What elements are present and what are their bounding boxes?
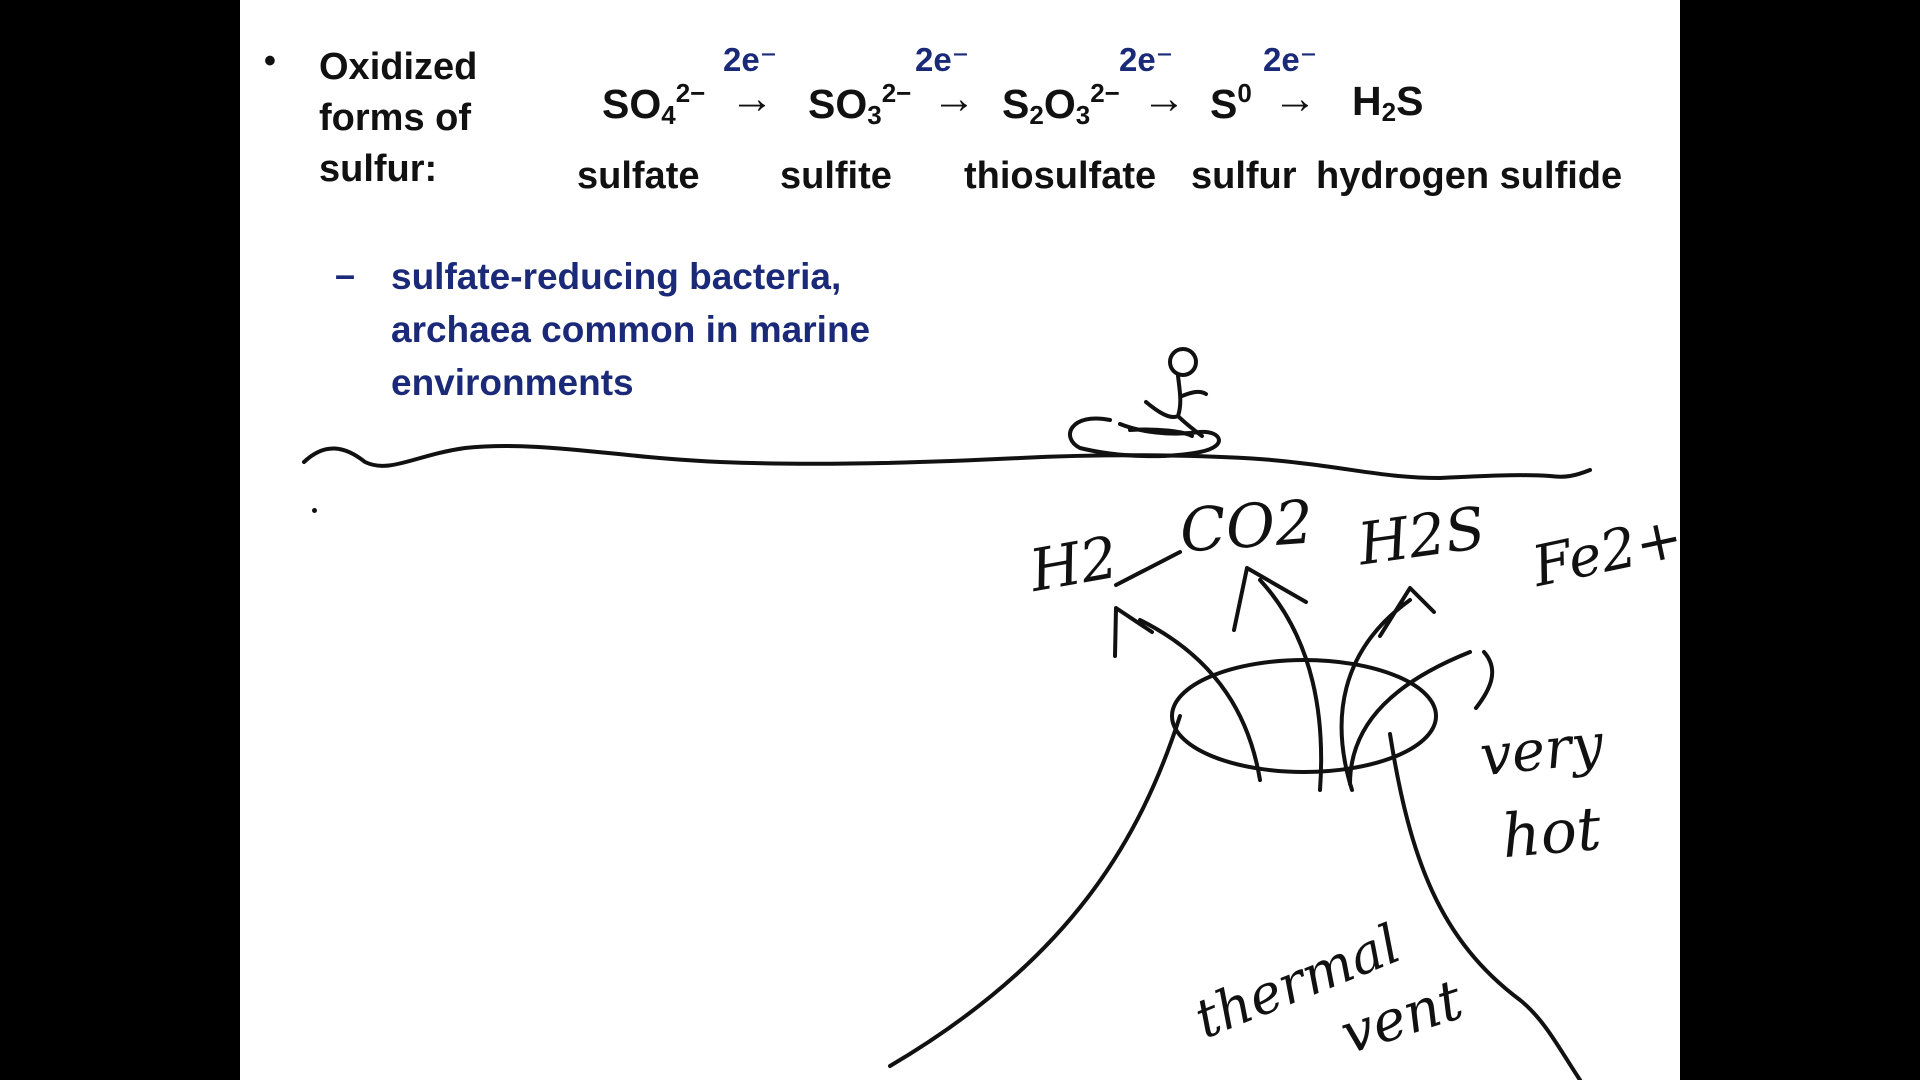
compound-name-sulfate: sulfate xyxy=(577,155,700,197)
annotation-co2: CO2 xyxy=(1177,487,1316,567)
annotation-very: very xyxy=(1476,711,1607,790)
thermal-vent-sketch xyxy=(302,347,1592,1080)
reaction-arrow-icon: → xyxy=(932,74,976,123)
electron-label: 2e⁻ xyxy=(1263,41,1318,78)
arrow-co2-icon xyxy=(1232,566,1324,792)
heading-line: Oxidized xyxy=(319,46,478,88)
reaction-arrow-icon: → xyxy=(1273,74,1317,123)
sub-bullet-line: environments xyxy=(391,362,634,403)
compound-name-sulfite: sulfite xyxy=(780,155,892,197)
sub-bullet-line: sulfate-reducing bacteria, xyxy=(391,256,842,297)
ocean-surface-line xyxy=(302,443,1592,480)
vent-left-slope xyxy=(888,714,1182,1068)
electron-label: 2e⁻ xyxy=(723,41,778,78)
sub-bullet-line: archaea common in marine xyxy=(391,309,871,350)
arrow-h2s-icon xyxy=(1339,586,1436,792)
formula-hydrogen-sulfide: H2S xyxy=(1352,78,1424,127)
electron-label: 2e⁻ xyxy=(915,41,970,78)
formula-sulfur: S0 xyxy=(1210,78,1252,127)
heading-line: sulfur: xyxy=(319,148,438,190)
reaction-arrow-icon: → xyxy=(730,74,774,123)
compound-name-thiosulfate: thiosulfate xyxy=(964,155,1157,197)
person-head-icon xyxy=(1168,347,1198,377)
reaction-arrow-icon: → xyxy=(1142,74,1186,123)
h2-curl-stroke xyxy=(1114,550,1182,587)
bullet-marker: • xyxy=(264,42,276,80)
person-body-icon xyxy=(1144,374,1208,438)
formula-sulfite: SO32− xyxy=(808,78,912,130)
compound-name-hydrogen-sulfide: hydrogen sulfide xyxy=(1316,155,1623,197)
arrow-h2-icon xyxy=(1113,606,1262,782)
sub-bullet-text: sulfate-reducing bacteria, archaea commo… xyxy=(391,250,870,409)
compound-name-sulfur: sulfur xyxy=(1191,155,1297,197)
annotation-hot: hot xyxy=(1499,793,1604,873)
arrow-fe2-icon xyxy=(1348,650,1495,786)
formula-thiosulfate: S2O32− xyxy=(1002,78,1120,130)
heading-line: forms of xyxy=(319,97,471,139)
heading: Oxidized forms of sulfur: xyxy=(319,42,477,195)
slide: • Oxidized forms of sulfur: SO42− SO32− … xyxy=(240,0,1680,1080)
boat-icon xyxy=(1068,416,1221,459)
vent-opening xyxy=(1170,658,1438,774)
sub-bullet-dash: – xyxy=(335,254,356,295)
stray-dot xyxy=(312,508,317,513)
electron-label: 2e⁻ xyxy=(1119,41,1174,78)
vent-right-slope xyxy=(1388,732,1582,1080)
formula-sulfate: SO42− xyxy=(602,78,706,130)
